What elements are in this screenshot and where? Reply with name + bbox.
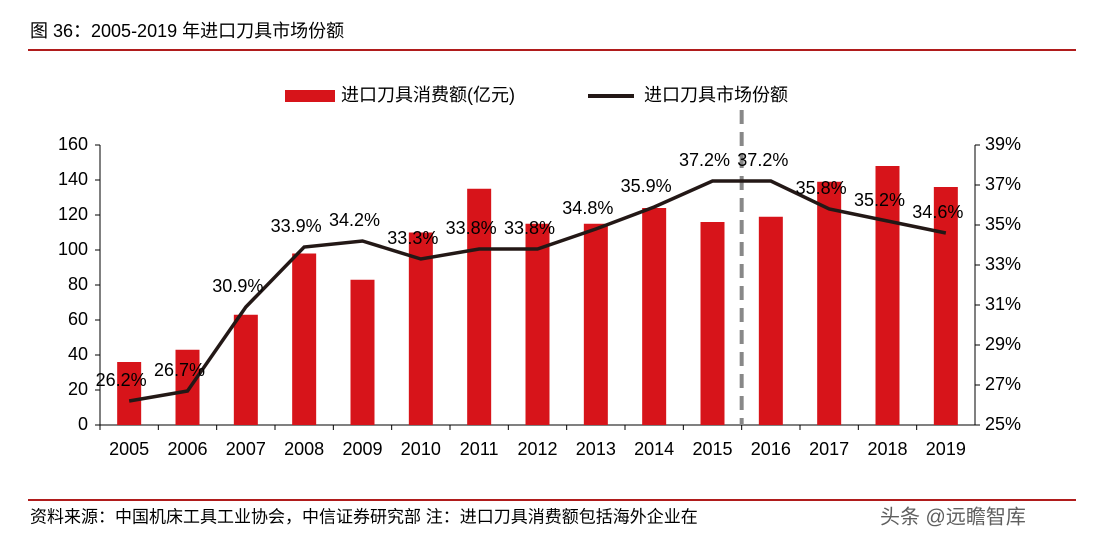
y-tick-label: 80 — [68, 274, 88, 294]
y-tick-label: 140 — [58, 169, 88, 189]
y2-tick-label: 29% — [985, 334, 1021, 354]
x-tick-label: 2008 — [284, 439, 324, 459]
bar — [583, 223, 608, 425]
bar — [642, 208, 667, 425]
y-tick-label: 100 — [58, 239, 88, 259]
data-label: 37.2% — [737, 150, 788, 170]
data-label: 26.2% — [96, 370, 147, 390]
x-tick-label: 2006 — [167, 439, 207, 459]
y-tick-label: 40 — [68, 344, 88, 364]
y2-tick-label: 25% — [985, 414, 1021, 434]
x-tick-label: 2005 — [109, 439, 149, 459]
line — [128, 179, 947, 403]
data-label: 35.2% — [854, 190, 905, 210]
x-tick-label: 2011 — [460, 439, 499, 459]
watermark: 头条 @远瞻智库 — [880, 505, 1026, 528]
x-tick-label: 2010 — [401, 439, 441, 459]
bar — [467, 188, 492, 425]
x-tick-label: 2009 — [342, 439, 382, 459]
y2-tick-label: 31% — [985, 294, 1021, 314]
footer: 资料来源：中国机床工具工业协会，中信证券研究部 注：进口刀具消费额包括海外企业在 — [30, 507, 698, 526]
y2-tick-label: 33% — [985, 254, 1021, 274]
bar — [700, 222, 725, 425]
data-label: 30.9% — [212, 276, 263, 296]
x-tick-label: 2007 — [226, 439, 266, 459]
data-label: 34.8% — [562, 198, 613, 218]
y-tick-label: 160 — [58, 134, 88, 154]
x-tick-label: 2016 — [751, 439, 791, 459]
y2-tick-label: 35% — [985, 214, 1021, 234]
bar — [875, 166, 900, 425]
y-tick-label: 20 — [68, 379, 88, 399]
bar — [233, 314, 258, 425]
legend-label: 进口刀具消费额(亿元) — [341, 85, 515, 105]
y2-tick-label: 39% — [985, 134, 1021, 154]
bar — [175, 349, 200, 425]
data-label: 33.9% — [271, 216, 322, 236]
bar — [817, 181, 842, 425]
x-tick-label: 2015 — [692, 439, 732, 459]
data-label: 34.2% — [329, 210, 380, 230]
x-tick-label: 2012 — [517, 439, 557, 459]
y-tick-label: 0 — [78, 414, 88, 434]
legend-swatch — [285, 90, 335, 102]
bar — [758, 216, 783, 425]
data-label: 33.8% — [504, 218, 555, 238]
y2-tick-label: 27% — [985, 374, 1021, 394]
bar — [933, 187, 958, 425]
x-tick-label: 2019 — [926, 439, 966, 459]
data-label: 33.3% — [387, 228, 438, 248]
x-tick-label: 2014 — [634, 439, 674, 459]
bar — [292, 253, 317, 425]
data-label: 33.8% — [446, 218, 497, 238]
x-tick-label: 2013 — [576, 439, 616, 459]
legend-label: 进口刀具市场份额 — [644, 85, 788, 105]
data-label: 35.9% — [621, 176, 672, 196]
data-label: 35.8% — [796, 178, 847, 198]
chart-title: 图 36：2005-2019 年进口刀具市场份额 — [30, 21, 344, 41]
x-tick-label: 2018 — [867, 439, 907, 459]
bar — [408, 232, 433, 425]
y2-tick-label: 37% — [985, 174, 1021, 194]
bar — [117, 362, 142, 425]
bar — [525, 223, 550, 425]
y-tick-label: 120 — [58, 204, 88, 224]
y-tick-label: 60 — [68, 309, 88, 329]
x-tick-label: 2017 — [809, 439, 849, 459]
bar — [350, 279, 375, 425]
data-label: 37.2% — [679, 150, 730, 170]
data-label: 26.7% — [154, 360, 205, 380]
data-label: 34.6% — [912, 202, 963, 222]
